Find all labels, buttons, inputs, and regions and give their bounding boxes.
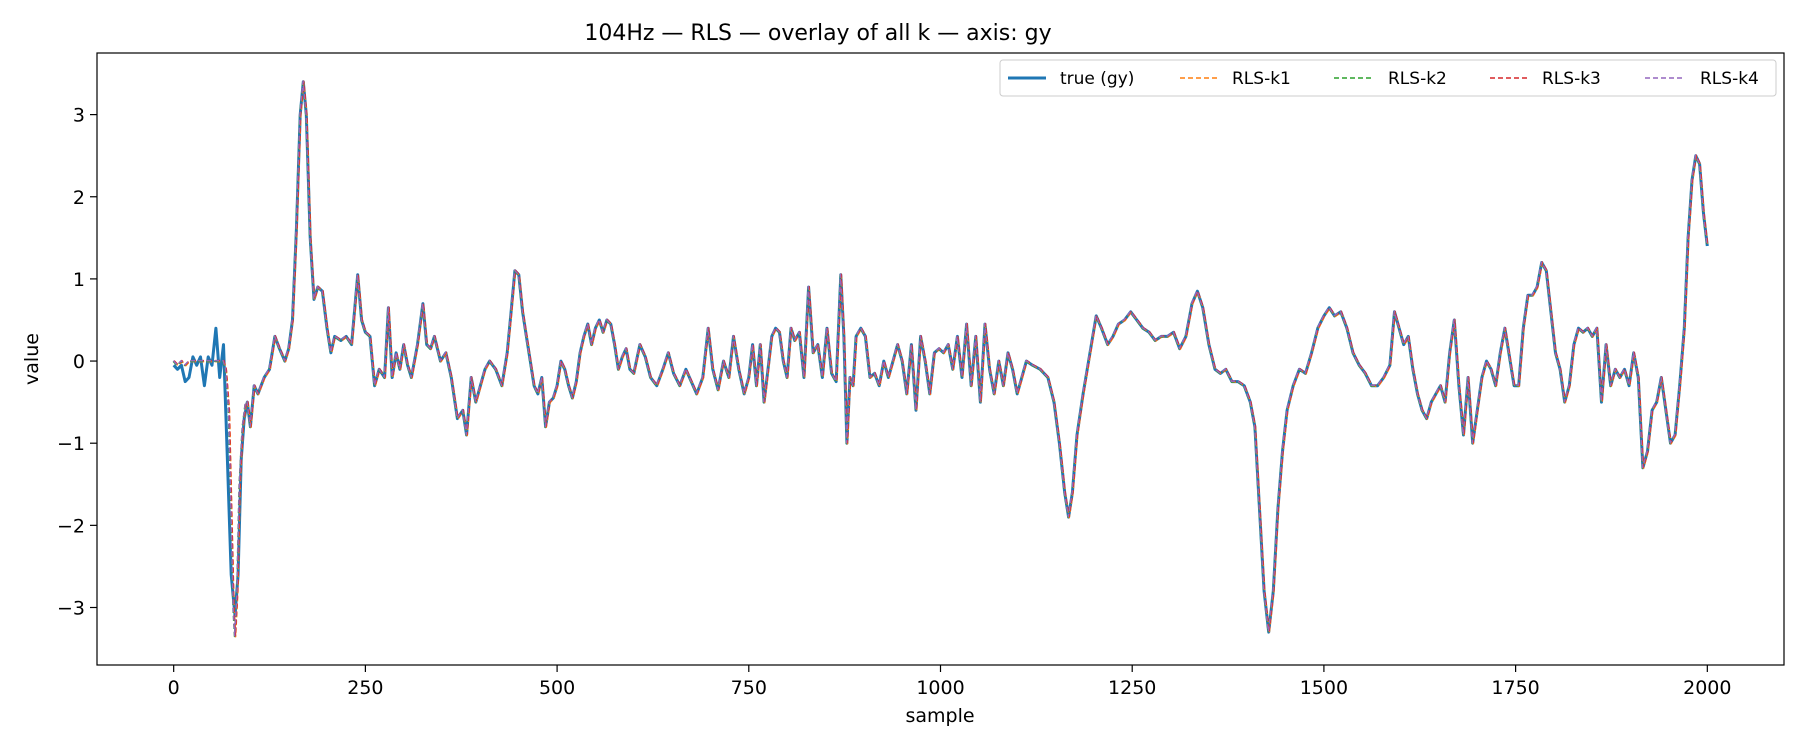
legend-label-rls-k4: RLS-k4 xyxy=(1700,69,1759,89)
x-axis-label: sample xyxy=(905,705,974,727)
chart-title: 104Hz — RLS — overlay of all k — axis: g… xyxy=(584,21,1051,46)
y-tick-label: 2 xyxy=(73,187,85,209)
x-tick-label: 2000 xyxy=(1683,677,1731,699)
y-axis-label: value xyxy=(21,333,43,385)
x-tick-label: 750 xyxy=(731,677,767,699)
series-line-rls-k4 xyxy=(172,80,1708,637)
legend: true (gy) RLS-k1 RLS-k2 RLS-k3 RLS-k4 xyxy=(999,59,1777,97)
y-tick-label: −2 xyxy=(57,515,85,537)
x-tick-label: 1000 xyxy=(916,677,964,699)
x-tick-label: 1500 xyxy=(1300,677,1348,699)
y-tick-label: 3 xyxy=(73,105,85,127)
x-tick-label: 1750 xyxy=(1491,677,1539,699)
legend-box xyxy=(999,59,1777,97)
x-tick-label: 250 xyxy=(347,677,383,699)
y-axis: −3 −2 −1 0 1 2 3 xyxy=(57,105,97,619)
x-tick-label: 1250 xyxy=(1108,677,1156,699)
legend-label-rls-k1: RLS-k1 xyxy=(1232,69,1291,89)
series-layer xyxy=(172,80,1709,638)
y-tick-label: 1 xyxy=(73,269,85,291)
y-tick-label: −1 xyxy=(57,433,85,455)
x-tick-label: 500 xyxy=(539,677,575,699)
legend-label-rls-k2: RLS-k2 xyxy=(1388,69,1447,89)
legend-label-rls-k3: RLS-k3 xyxy=(1542,69,1601,89)
plot-frame xyxy=(96,52,1785,666)
legend-label-true: true (gy) xyxy=(1060,69,1134,89)
x-axis: 0 250 500 750 1000 1250 1500 1750 2000 xyxy=(168,665,1731,699)
y-tick-label: 0 xyxy=(73,351,85,373)
y-tick-label: −3 xyxy=(57,597,85,619)
x-tick-label: 0 xyxy=(168,677,180,699)
